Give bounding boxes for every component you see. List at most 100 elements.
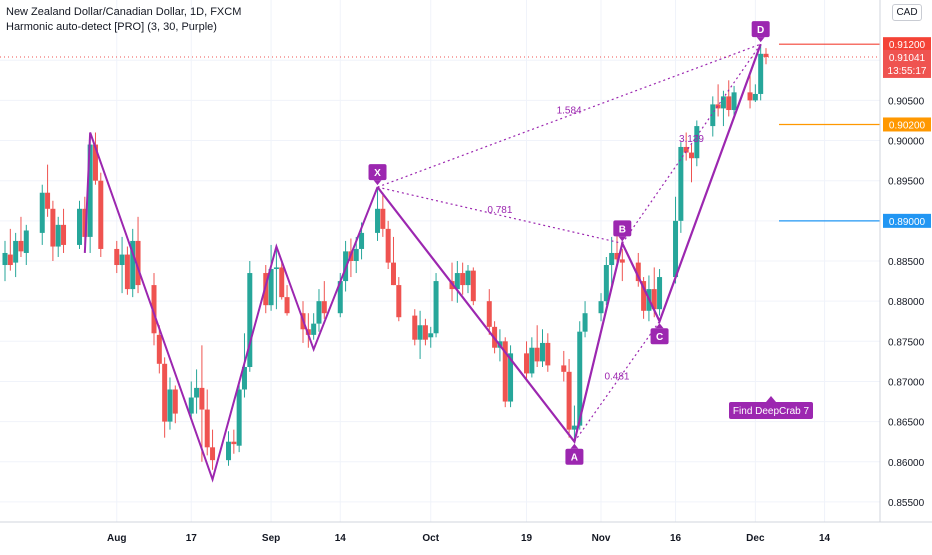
candle-body: [539, 342, 545, 362]
candle-body: [273, 267, 279, 270]
candle-body: [470, 270, 476, 302]
candle-body: [284, 297, 290, 314]
candle-body: [210, 447, 216, 461]
y-tick-label: 0.87500: [888, 337, 925, 348]
candle-body: [571, 425, 577, 430]
candle-body: [359, 232, 365, 249]
candle-body: [23, 230, 29, 253]
pattern-point-c[interactable]: C: [650, 323, 669, 345]
candles: [2, 44, 769, 470]
candle-body: [508, 353, 514, 402]
candle-body: [135, 240, 141, 286]
candle-body: [566, 371, 572, 430]
candle-body: [428, 333, 434, 338]
point-marker-label: C: [656, 332, 663, 343]
candle-body: [486, 301, 492, 327]
swing-zigzag-line: [83, 132, 379, 483]
candle-body: [7, 254, 13, 266]
candle-body: [156, 334, 162, 364]
candle-body: [710, 104, 716, 127]
pattern-point-a[interactable]: A: [565, 443, 584, 465]
point-marker-box: [650, 328, 669, 345]
candle-body: [77, 208, 83, 245]
candle-body: [460, 273, 466, 286]
currency-badge[interactable]: CAD: [892, 4, 922, 21]
candle-body: [82, 208, 88, 237]
x-tick-label: 17: [186, 533, 198, 544]
candle-body: [172, 389, 178, 414]
ratio-line: [621, 43, 762, 244]
y-tick-label: 0.86000: [888, 458, 925, 469]
candle-body: [375, 208, 381, 233]
last-price-label: 0.91041: [889, 53, 926, 64]
pattern-point-b[interactable]: B: [613, 220, 632, 242]
harmonic-pattern: 1.584 0.781 3.139 0.481 X A B C D Find DeepCrab 7: [83, 21, 813, 483]
chart-legend: New Zealand Dollar/Canadian Dollar, 1D, …: [6, 5, 241, 35]
candle-body: [130, 240, 136, 290]
ratio-line: [377, 186, 623, 244]
candle-body: [609, 252, 615, 266]
candle-body: [577, 331, 583, 426]
point-marker-label: B: [619, 224, 626, 235]
candle-body: [87, 144, 93, 237]
candle-body: [167, 389, 173, 422]
countdown-label: 13:55:17: [888, 66, 927, 77]
y-tick-label: 0.88500: [888, 257, 925, 268]
price-level-label: 0.91200: [889, 40, 926, 51]
candle-body: [316, 301, 322, 324]
candle-body: [720, 96, 726, 109]
point-marker-pointer: [618, 236, 627, 242]
pattern-point-x[interactable]: X: [368, 164, 387, 186]
candle-body: [268, 269, 274, 306]
candle-body: [502, 341, 508, 402]
candle-body: [61, 224, 67, 245]
candle-body: [92, 144, 98, 181]
x-tick-label: 14: [335, 533, 347, 544]
candle-body: [247, 273, 253, 368]
candle-body: [726, 96, 732, 111]
pattern-point-d[interactable]: D: [751, 21, 770, 43]
candle-body: [188, 397, 194, 414]
candle-body: [337, 281, 343, 314]
point-marker-pointer: [570, 443, 579, 449]
y-tick-label: 0.85500: [888, 498, 925, 509]
candle-body: [412, 315, 418, 340]
y-tick-label: 0.86500: [888, 418, 925, 429]
candle-body: [534, 347, 540, 362]
candle-body: [45, 192, 51, 209]
candle-body: [204, 409, 210, 448]
candle-body: [380, 208, 386, 229]
candle-body: [396, 285, 402, 318]
price-level-label: 0.90200: [889, 120, 926, 131]
candle-body: [39, 192, 45, 233]
price-level-tag: [883, 117, 931, 132]
candle-body: [688, 152, 694, 159]
point-marker-box: [613, 220, 632, 237]
candle-body: [758, 53, 764, 94]
candle-body: [545, 342, 551, 366]
candle-body: [673, 220, 679, 278]
candle-body: [752, 93, 758, 101]
candle-body: [279, 267, 285, 298]
candle-body: [55, 224, 61, 247]
candle-body: [561, 365, 567, 372]
price-level-label: 0.89000: [889, 217, 926, 228]
candle-body: [417, 325, 423, 340]
candle-body: [226, 441, 232, 461]
candle-body: [465, 270, 471, 286]
point-marker-box: [368, 164, 387, 181]
candle-body: [13, 240, 19, 263]
x-tick-label: Oct: [422, 533, 439, 544]
x-tick-label: 16: [670, 533, 682, 544]
x-tick-label: 14: [819, 533, 831, 544]
label-text: Find DeepCrab 7: [733, 406, 810, 417]
x-tick-label: Sep: [262, 533, 280, 544]
pattern-name-label[interactable]: Find DeepCrab 7: [729, 396, 813, 419]
x-tick-label: 19: [521, 533, 533, 544]
ratio-line: [377, 43, 761, 188]
point-marker-pointer: [655, 323, 664, 329]
point-marker-box: [751, 21, 770, 38]
